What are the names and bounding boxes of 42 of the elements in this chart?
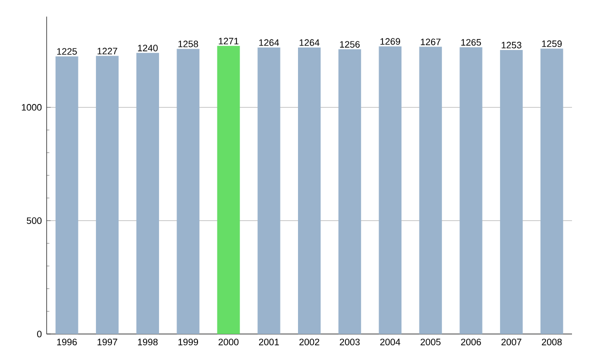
bar	[460, 47, 482, 334]
bar	[378, 46, 402, 334]
data-label: 1227	[98, 48, 118, 54]
x-tick-label: 2001	[259, 338, 279, 346]
data-label: 1240	[138, 44, 158, 52]
bar	[338, 49, 362, 334]
x-tick-label: 2002	[299, 338, 320, 346]
x-tick-label: 2004	[380, 338, 400, 346]
data-label: 1259	[542, 40, 562, 48]
x-tick-label: 2007	[501, 338, 522, 346]
bar	[419, 46, 442, 334]
x-tick-label: 2003	[340, 338, 360, 346]
bar	[96, 56, 119, 334]
y-tick-label: 1000	[22, 104, 42, 111]
y-tick-label: 500	[26, 217, 42, 224]
x-tick-label: 1997	[98, 338, 118, 346]
y-tick-label: 0	[37, 330, 42, 338]
x-tick-label: 1998	[138, 338, 158, 346]
bar	[258, 47, 280, 334]
bar	[136, 52, 160, 334]
x-tick-label: 2005	[420, 338, 441, 346]
data-label: 1264	[259, 39, 280, 46]
data-label: 1225	[57, 48, 77, 55]
data-label: 1264	[300, 39, 320, 46]
bar	[500, 50, 523, 334]
bar	[56, 56, 78, 334]
data-label: 1271	[218, 38, 238, 44]
bar	[298, 47, 321, 334]
x-tick-label: 2006	[461, 338, 481, 346]
bar	[540, 48, 564, 334]
x-tick-label: 2008	[542, 338, 562, 346]
x-tick-label: 1996	[57, 338, 77, 346]
bar	[176, 48, 200, 334]
data-label: 1265	[461, 39, 481, 46]
data-label: 1253	[502, 42, 522, 48]
data-label: 1256	[340, 41, 360, 48]
x-tick-label: 2000	[218, 338, 239, 346]
data-label: 1258	[178, 40, 198, 48]
data-label: 1267	[420, 38, 440, 46]
x-tick-label: 1999	[178, 338, 198, 346]
bar	[217, 46, 240, 334]
data-label: 1269	[380, 38, 400, 45]
